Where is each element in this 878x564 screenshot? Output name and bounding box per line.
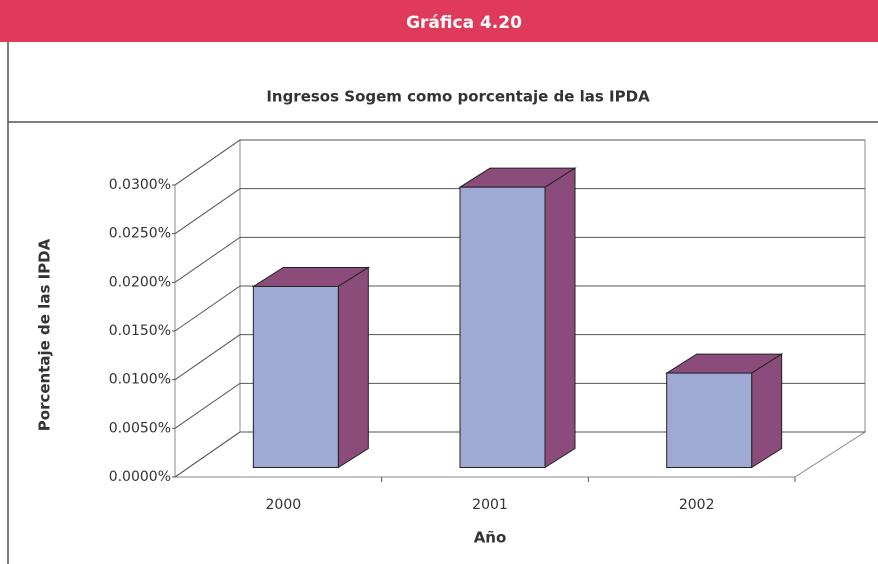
grid-line: [174, 334, 865, 381]
y-tick-label: 0.0300%: [109, 177, 171, 193]
grid-line: [174, 285, 865, 332]
grid-line: [174, 382, 865, 429]
header-band: [0, 0, 878, 42]
bar-side: [337, 266, 369, 469]
chart-subtitle: Ingresos Sogem como porcentaje de las IP…: [266, 88, 650, 106]
grid-line: [174, 139, 865, 186]
bar-front: [666, 372, 753, 468]
y-axis-label: Porcentaje de las IPDA: [36, 238, 54, 431]
y-tick-label: 0.0250%: [109, 226, 171, 242]
bar-side: [544, 167, 576, 469]
x-tick-label: 2000: [266, 497, 302, 513]
y-tick-label: 0.0100%: [109, 372, 171, 388]
x-tick-label: 2001: [472, 497, 508, 513]
y-tick-label: 0.0000%: [109, 469, 171, 485]
bar-side: [751, 353, 783, 469]
x-tick-label: 2002: [679, 497, 715, 513]
x-axis-label: Año: [474, 529, 507, 547]
bar-front: [252, 285, 339, 468]
grid-line: [174, 431, 865, 478]
grid-line: [174, 188, 865, 235]
bar-front: [459, 186, 546, 468]
y-tick-label: 0.0150%: [109, 323, 171, 339]
chart-title: Gráfica 4.20: [406, 13, 522, 33]
y-tick-label: 0.0200%: [109, 274, 171, 290]
y-tick-label: 0.0050%: [109, 420, 171, 436]
grid-line: [174, 236, 865, 283]
